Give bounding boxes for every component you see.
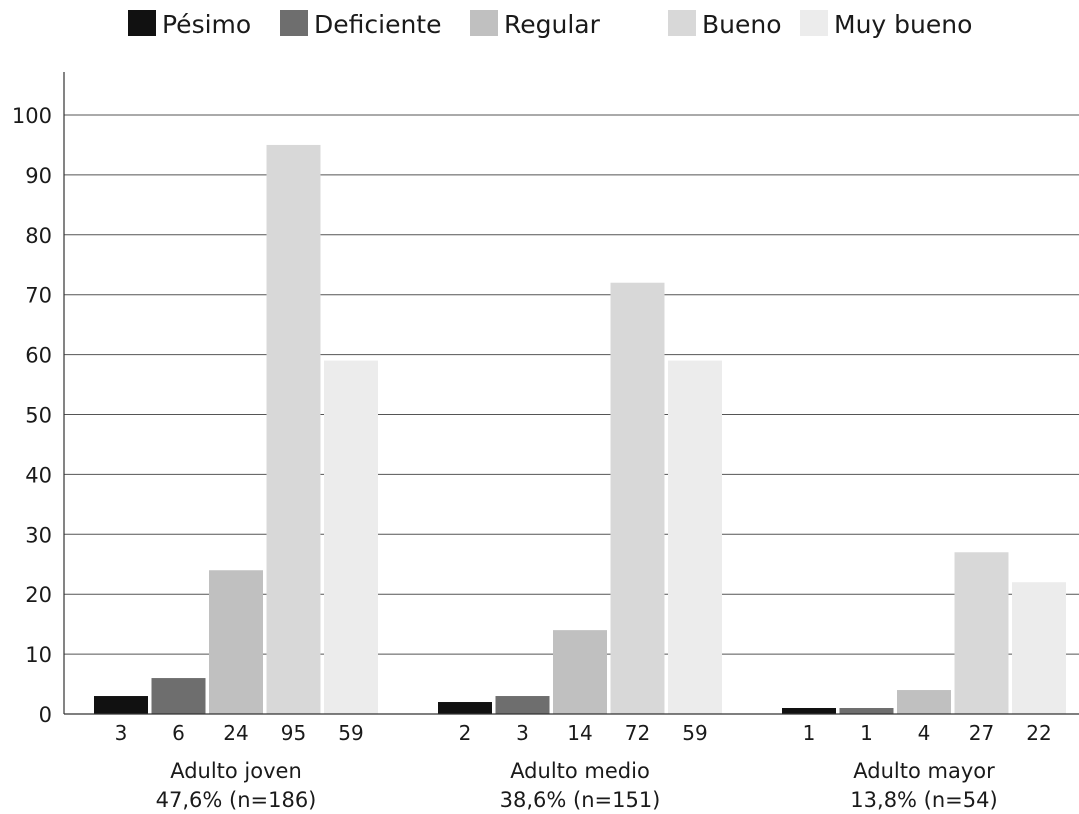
bar-adulto-mayor-1 bbox=[839, 708, 894, 714]
bar-value-label: 59 bbox=[338, 721, 363, 745]
bar-value-label: 22 bbox=[1026, 721, 1051, 745]
y-tick-label: 70 bbox=[25, 284, 52, 308]
bar-value-label: 1 bbox=[860, 721, 873, 745]
value-labels: 3 6 24 95 59 2 3 14 72 59 1 1 4 27 22 bbox=[115, 721, 1052, 745]
y-tick-label: 100 bbox=[12, 104, 52, 128]
group-subtitle-label: 47,6% (n=186) bbox=[156, 788, 317, 812]
bar-adulto-mayor-4 bbox=[1012, 582, 1066, 714]
bar-value-label: 1 bbox=[803, 721, 816, 745]
bar-value-label: 59 bbox=[682, 721, 707, 745]
legend-swatch bbox=[280, 10, 308, 36]
bar-adulto-mayor-2 bbox=[897, 690, 951, 714]
legend-label: Regular bbox=[504, 10, 601, 39]
legend-label: Muy bueno bbox=[834, 10, 972, 39]
bar-value-label: 27 bbox=[969, 721, 994, 745]
group-name-label: Adulto joven bbox=[170, 759, 302, 783]
legend-swatch bbox=[668, 10, 696, 36]
y-tick-label: 60 bbox=[25, 344, 52, 368]
bar-adulto-medio-2 bbox=[553, 630, 607, 714]
legend: Pésimo Deficiente Regular Bueno Muy bueno bbox=[128, 10, 972, 39]
y-tick-label: 40 bbox=[25, 463, 52, 487]
bar-value-label: 14 bbox=[567, 721, 592, 745]
bars bbox=[94, 144, 1066, 714]
group-subtitle-label: 38,6% (n=151) bbox=[500, 788, 661, 812]
legend-label: Bueno bbox=[702, 10, 782, 39]
bar-adulto-joven-2 bbox=[209, 570, 263, 714]
y-tick-label: 20 bbox=[25, 583, 52, 607]
bar-adulto-medio-4 bbox=[668, 360, 722, 714]
group-name-label: Adulto mayor bbox=[853, 759, 995, 783]
group-name-label: Adulto medio bbox=[510, 759, 650, 783]
bar-value-label: 24 bbox=[223, 721, 248, 745]
y-axis-ticks: 0 10 20 30 40 50 60 70 80 90 100 bbox=[12, 104, 52, 727]
bar-value-label: 95 bbox=[281, 721, 306, 745]
bar-value-label: 3 bbox=[115, 721, 128, 745]
y-tick-label: 10 bbox=[25, 643, 52, 667]
y-tick-label: 0 bbox=[39, 703, 52, 727]
bar-value-label: 6 bbox=[172, 721, 185, 745]
bar-adulto-joven-4 bbox=[324, 360, 378, 714]
legend-label: Pésimo bbox=[162, 10, 251, 39]
bar-value-label: 3 bbox=[516, 721, 529, 745]
y-tick-label: 50 bbox=[25, 404, 52, 428]
legend-swatch bbox=[128, 10, 156, 36]
bar-adulto-medio-1 bbox=[495, 696, 550, 714]
y-tick-label: 30 bbox=[25, 523, 52, 547]
bar-adulto-mayor-0 bbox=[782, 708, 836, 714]
legend-label: Deficiente bbox=[314, 10, 441, 39]
legend-swatch bbox=[800, 10, 828, 36]
group-labels: Adulto joven 47,6% (n=186) Adulto medio 38,… bbox=[156, 759, 998, 812]
bar-value-label: 2 bbox=[459, 721, 472, 745]
y-tick-label: 90 bbox=[25, 164, 52, 188]
legend-swatch bbox=[470, 10, 498, 36]
group-subtitle-label: 13,8% (n=54) bbox=[850, 788, 997, 812]
bar-adulto-joven-0 bbox=[94, 696, 148, 714]
bar-value-label: 72 bbox=[625, 721, 650, 745]
bar-adulto-joven-1 bbox=[151, 678, 206, 714]
y-tick-label: 80 bbox=[25, 224, 52, 248]
bar-value-label: 4 bbox=[918, 721, 931, 745]
bar-adulto-medio-0 bbox=[438, 702, 492, 714]
bar-adulto-joven-3 bbox=[266, 144, 321, 714]
bar-adulto-medio-3 bbox=[610, 282, 665, 714]
bar-adulto-mayor-3 bbox=[954, 552, 1009, 714]
